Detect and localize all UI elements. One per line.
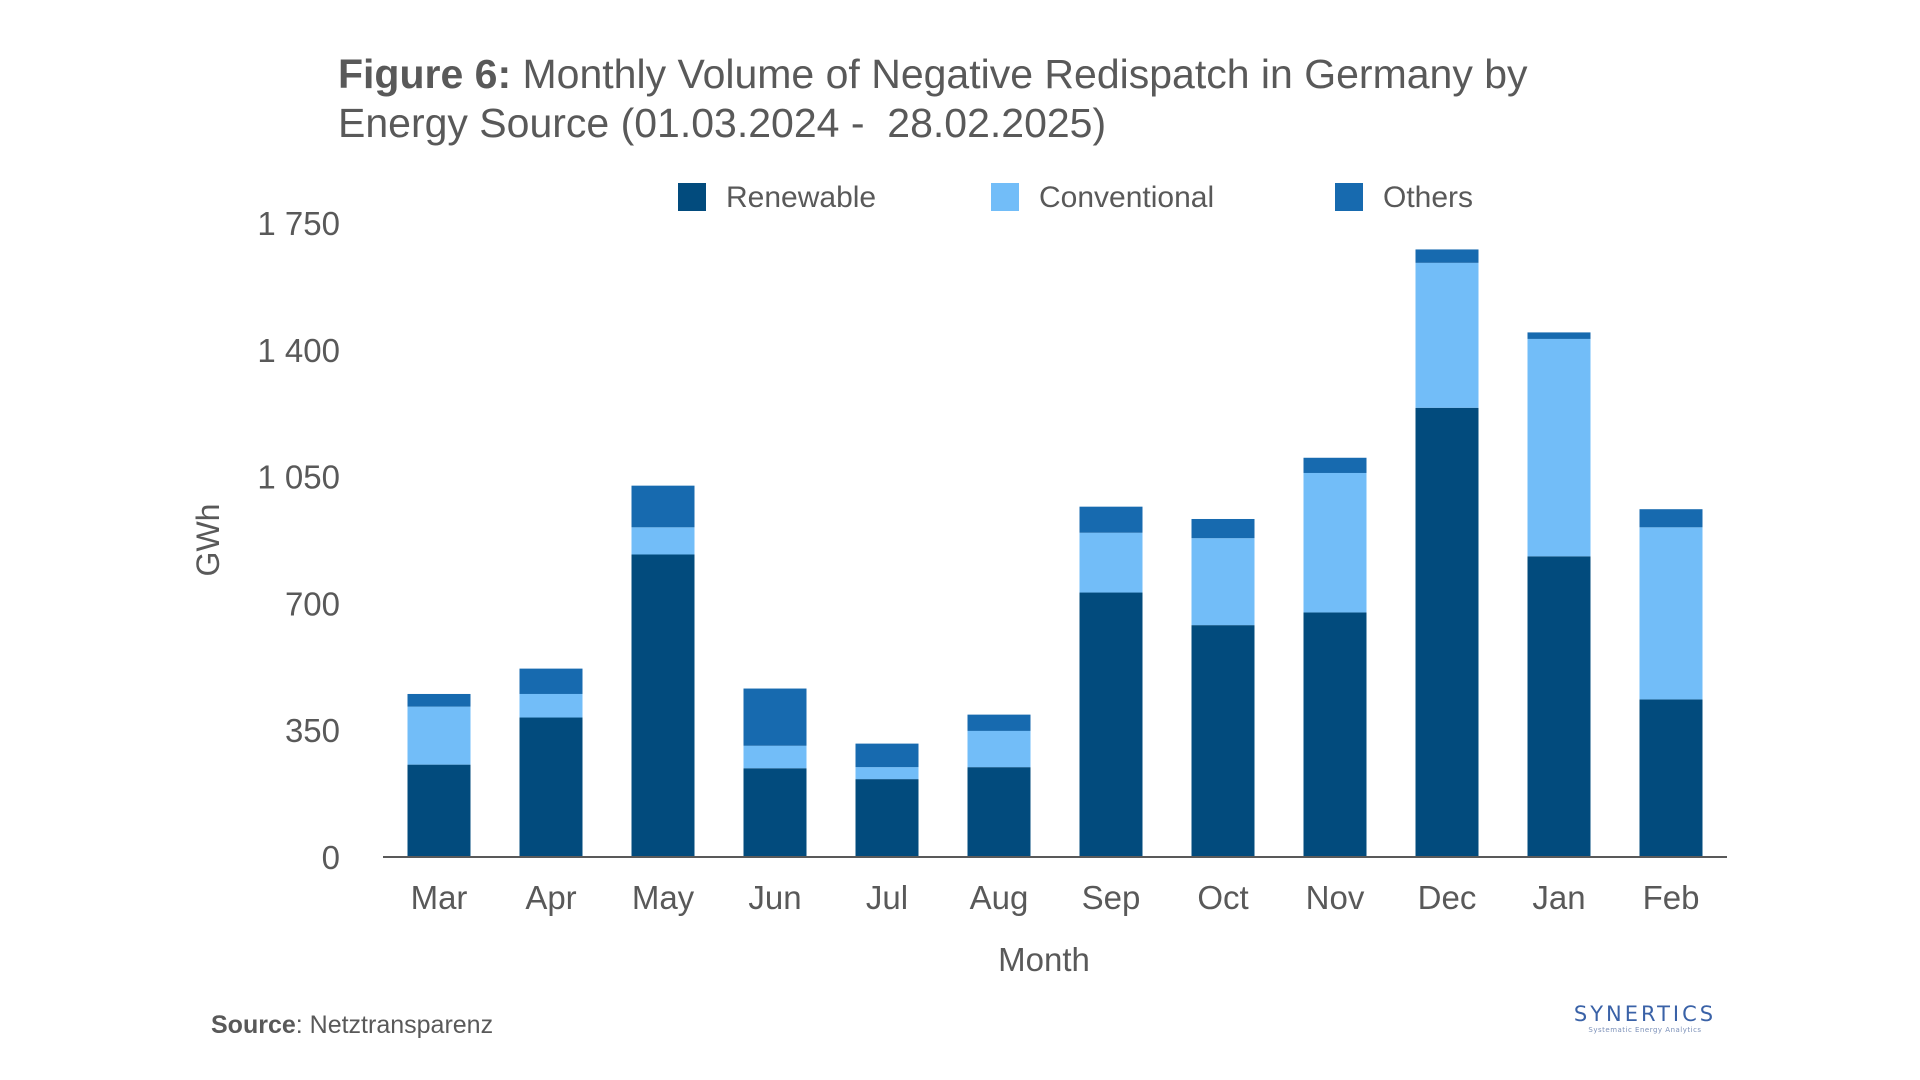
bar-conventional-dec [1415, 262, 1479, 408]
bar-renewable-aug [967, 767, 1031, 857]
chart-title-line1: Figure 6: Monthly Volume of Negative Red… [338, 51, 1528, 97]
y-axis: 0 350 700 1 050 1 400 1 750 [257, 205, 340, 876]
bar-renewable-jul [855, 779, 919, 857]
y-tick-label: 1 400 [257, 332, 340, 369]
bar-others-dec [1415, 249, 1479, 263]
bar-renewable-may [631, 554, 695, 857]
legend-swatch-others [1335, 183, 1363, 211]
bar-others-jul [855, 743, 919, 768]
bar-conventional-nov [1303, 472, 1367, 613]
legend-swatch-conventional [991, 183, 1019, 211]
y-tick-label: 350 [285, 712, 340, 749]
brand-name: SYNERTICS [1573, 1002, 1717, 1026]
x-tick-label: Sep [1082, 879, 1141, 916]
bar-renewable-mar [407, 764, 471, 857]
bar-conventional-sep [1079, 532, 1143, 593]
bar-others-aug [967, 714, 1031, 731]
bar-others-jan [1527, 332, 1591, 339]
bar-renewable-sep [1079, 592, 1143, 857]
bar-conventional-jul [855, 767, 919, 780]
bar-others-sep [1079, 506, 1143, 533]
source-note: Source: Netztransparenz [211, 1011, 493, 1040]
bar-renewable-nov [1303, 612, 1367, 857]
x-tick-label: Apr [525, 879, 576, 916]
bar-conventional-feb [1639, 527, 1703, 700]
bar-conventional-aug [967, 730, 1031, 768]
bar-renewable-oct [1191, 625, 1255, 857]
bar-others-nov [1303, 457, 1367, 473]
source-label: Source [211, 1011, 296, 1039]
y-axis-label: GWh [190, 504, 226, 577]
x-tick-label: Oct [1197, 879, 1248, 916]
x-tick-label: Mar [411, 879, 468, 916]
legend-label-others: Others [1383, 181, 1473, 214]
brand-tagline: Systematic Energy Analytics [1588, 1026, 1702, 1034]
bar-renewable-jan [1527, 556, 1591, 857]
y-tick-label: 700 [285, 585, 340, 622]
bar-others-may [631, 485, 695, 528]
bar-others-oct [1191, 518, 1255, 539]
legend-swatch-renewable [678, 183, 706, 211]
x-tick-label: Dec [1418, 879, 1477, 916]
bar-conventional-jan [1527, 338, 1591, 557]
y-tick-label: 0 [322, 839, 340, 876]
x-tick-label: Jan [1532, 879, 1585, 916]
x-tick-label: Jun [748, 879, 801, 916]
x-axis-label: Month [998, 941, 1090, 978]
y-tick-label: 1 750 [257, 205, 340, 242]
x-axis: Mar Apr May Jun Jul Aug Sep Oct Nov Dec Jan Feb [383, 856, 1727, 916]
brand-logo: SYNERTICS Systematic Energy Analytics [1545, 1002, 1745, 1035]
bar-conventional-jun [743, 745, 807, 769]
bar-conventional-oct [1191, 538, 1255, 626]
legend-label-renewable: Renewable [726, 181, 876, 214]
y-tick-label: 1 050 [257, 459, 340, 496]
source-text: : Netztransparenz [295, 1011, 494, 1039]
legend-label-conventional: Conventional [1039, 181, 1214, 214]
chart-legend: Renewable Conventional Others [678, 181, 1473, 214]
bar-conventional-may [631, 527, 695, 555]
bar-renewable-dec [1415, 407, 1479, 857]
bar-others-feb [1639, 509, 1703, 528]
chart-title-line2: Energy Source (01.03.2024 - 28.02.2025) [338, 100, 1106, 146]
x-tick-label: May [632, 879, 695, 916]
bar-conventional-mar [407, 706, 471, 765]
bar-renewable-apr [519, 717, 583, 857]
bar-conventional-apr [519, 693, 583, 718]
x-tick-label: Aug [970, 879, 1029, 916]
bars-group [407, 249, 1703, 857]
bar-others-apr [519, 668, 583, 694]
bar-renewable-feb [1639, 699, 1703, 857]
x-tick-label: Feb [1643, 879, 1700, 916]
bar-renewable-jun [743, 768, 807, 857]
bar-others-jun [743, 688, 807, 746]
bar-others-mar [407, 693, 471, 707]
x-tick-label: Nov [1306, 879, 1365, 916]
x-tick-label: Jul [866, 879, 908, 916]
